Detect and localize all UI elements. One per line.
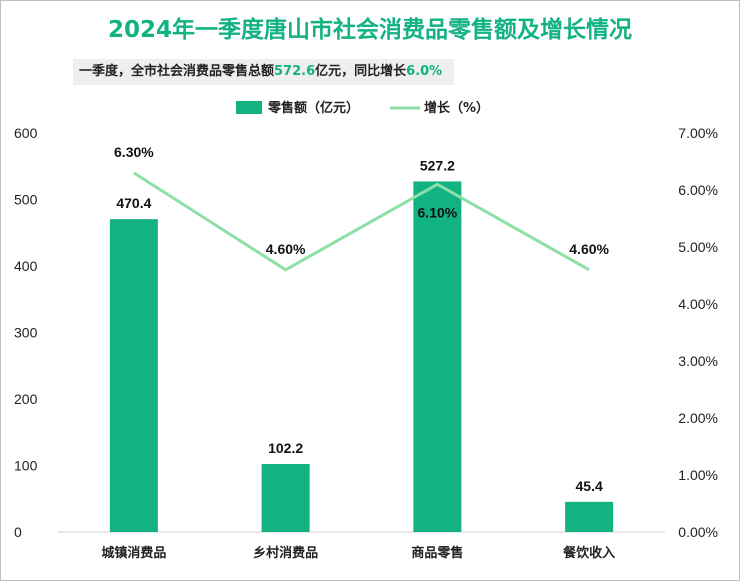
- left-y-tick-label: 0: [14, 524, 22, 540]
- growth-line-series: 6.30% 4.60% 6.10% 4.60%: [114, 144, 610, 272]
- bar: [565, 501, 614, 532]
- bar: [261, 464, 310, 532]
- left-y-axis: 0 100 200 300 400 500 600: [14, 125, 38, 540]
- chart-subtitle: 一季度，全市社会消费品零售总额572.6亿元，同比增长6.0%: [73, 59, 455, 85]
- bar-value-label: 527.2: [420, 157, 455, 173]
- growth-line: [133, 171, 590, 272]
- legend: 零售额（亿元） 增长（%）: [236, 100, 489, 116]
- subtitle-growth: 6.0%: [406, 64, 443, 79]
- legend-bar-swatch: [236, 101, 262, 114]
- right-y-axis: 0.00% 1.00% 2.00% 3.00% 4.00% 5.00% 6.00% 7.00%: [678, 125, 718, 540]
- legend-line-label: 增长（%）: [424, 100, 489, 116]
- category-label: 商品零售: [411, 545, 463, 561]
- right-y-tick-label: 3.00%: [678, 353, 718, 369]
- left-y-tick-label: 500: [14, 192, 38, 208]
- right-y-tick-label: 6.00%: [678, 182, 718, 198]
- bar-value-label: 102.2: [268, 440, 303, 456]
- right-y-tick-label: 0.00%: [678, 524, 718, 540]
- subtitle-total: 572.6: [274, 64, 316, 79]
- left-y-tick-label: 100: [14, 458, 38, 474]
- bar: [413, 181, 462, 533]
- growth-value-label: 4.60%: [569, 241, 609, 257]
- growth-value-label: 4.60%: [266, 241, 306, 257]
- bar: [109, 219, 158, 532]
- right-y-tick-label: 5.00%: [678, 239, 718, 255]
- category-label: 城镇消费品: [101, 545, 166, 561]
- bar-value-label: 470.4: [116, 195, 151, 211]
- right-y-tick-label: 1.00%: [678, 467, 718, 483]
- chart-title: 2024年一季度唐山市社会消费品零售额及增长情况: [107, 17, 632, 43]
- left-y-tick-label: 400: [14, 258, 38, 274]
- bar-series: 470.4 102.2 527.2 45.4: [109, 157, 614, 533]
- subtitle-prefix: 一季度，全市社会消费品零售总额: [79, 64, 275, 79]
- left-y-tick-label: 300: [14, 325, 38, 341]
- x-axis-categories: 城镇消费品 乡村消费品 商品零售 餐饮收入: [101, 545, 615, 561]
- growth-value-label: 6.30%: [114, 144, 154, 160]
- right-y-tick-label: 2.00%: [678, 410, 718, 426]
- right-y-tick-label: 4.00%: [678, 296, 718, 312]
- left-y-tick-label: 600: [14, 125, 38, 141]
- legend-bar-label: 零售额（亿元）: [267, 100, 359, 116]
- category-label: 餐饮收入: [562, 545, 615, 561]
- right-y-tick-label: 7.00%: [678, 125, 718, 141]
- bar-value-label: 45.4: [576, 478, 603, 494]
- left-y-tick-label: 200: [14, 391, 38, 407]
- growth-value-label: 6.10%: [418, 204, 458, 220]
- subtitle-mid: 亿元，同比增长: [315, 64, 407, 79]
- category-label: 乡村消费品: [253, 545, 318, 561]
